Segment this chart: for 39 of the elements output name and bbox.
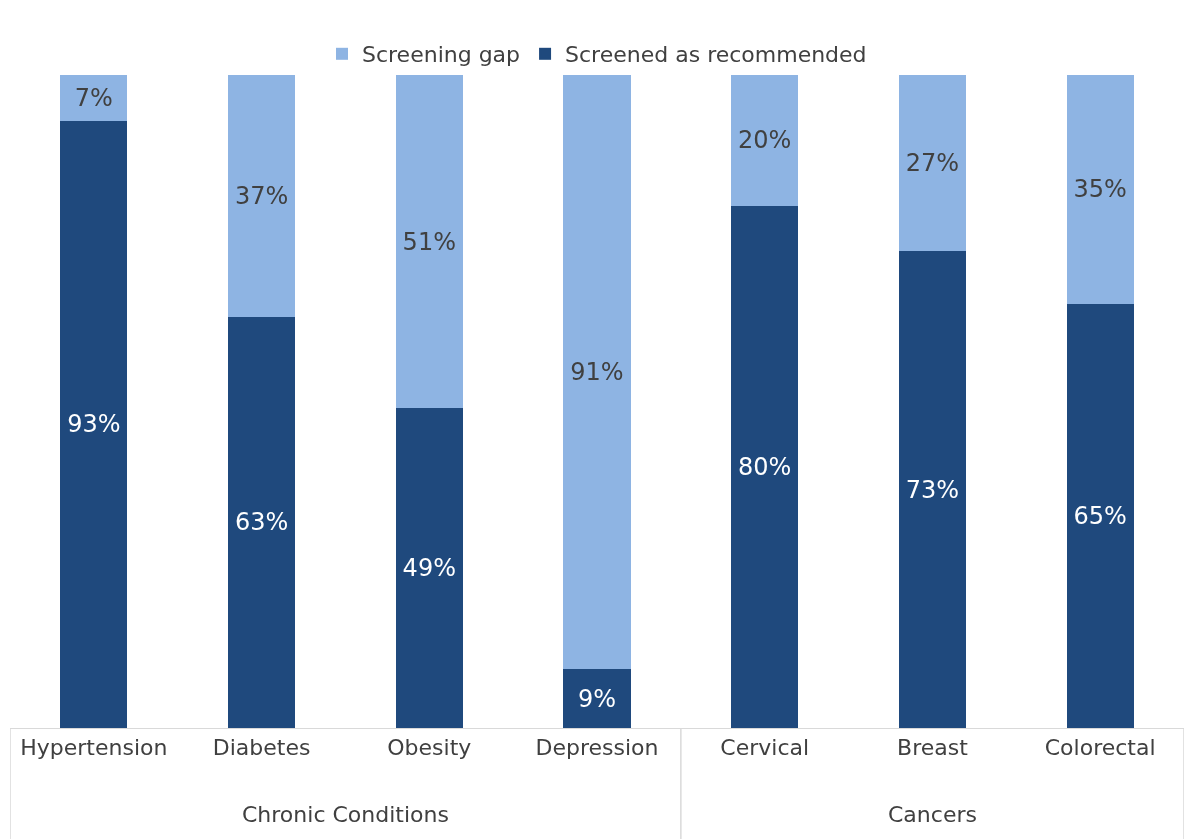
data-label: 9% (577, 684, 617, 713)
data-label: 93% (67, 410, 121, 439)
legend-label: Screening gap (362, 42, 521, 68)
x-tick-label: Breast (897, 735, 969, 761)
bar (563, 75, 631, 670)
data-label: 73% (905, 475, 960, 504)
bar (395, 75, 463, 409)
bar (1066, 303, 1134, 728)
x-tick-label: Depression (535, 735, 659, 761)
data-label: 49% (402, 554, 456, 583)
x-tick-label: Obesity (387, 735, 472, 761)
text: Chronic Conditions (242, 802, 449, 827)
bar (228, 316, 296, 728)
x-tick-label: Hypertension (20, 735, 168, 761)
data-label: 91% (570, 358, 624, 387)
bar (395, 408, 463, 728)
data-label: 35% (1073, 175, 1127, 204)
x-tick-label: Cervical (720, 735, 810, 761)
data-label: 65% (1073, 501, 1127, 530)
bar (60, 120, 128, 728)
bar (563, 669, 631, 728)
data-label: 20% (738, 126, 792, 155)
bar (60, 75, 128, 121)
data-label: 80% (738, 452, 792, 481)
bar (898, 251, 966, 728)
bar (228, 75, 296, 317)
bar (731, 75, 799, 206)
data-label: 7% (74, 83, 113, 112)
data-label: 51% (402, 227, 456, 256)
bar (731, 205, 799, 728)
x-tick-label: Colorectal (1044, 735, 1156, 761)
data-label: 37% (234, 181, 289, 210)
x-tick-label: Diabetes (212, 735, 311, 761)
data-label: 27% (905, 149, 960, 178)
bar (1066, 75, 1134, 304)
bar (898, 75, 966, 252)
data-label: 63% (234, 508, 289, 537)
legend-label: Screened as recommended (565, 42, 867, 68)
text: Cancers (888, 802, 977, 827)
